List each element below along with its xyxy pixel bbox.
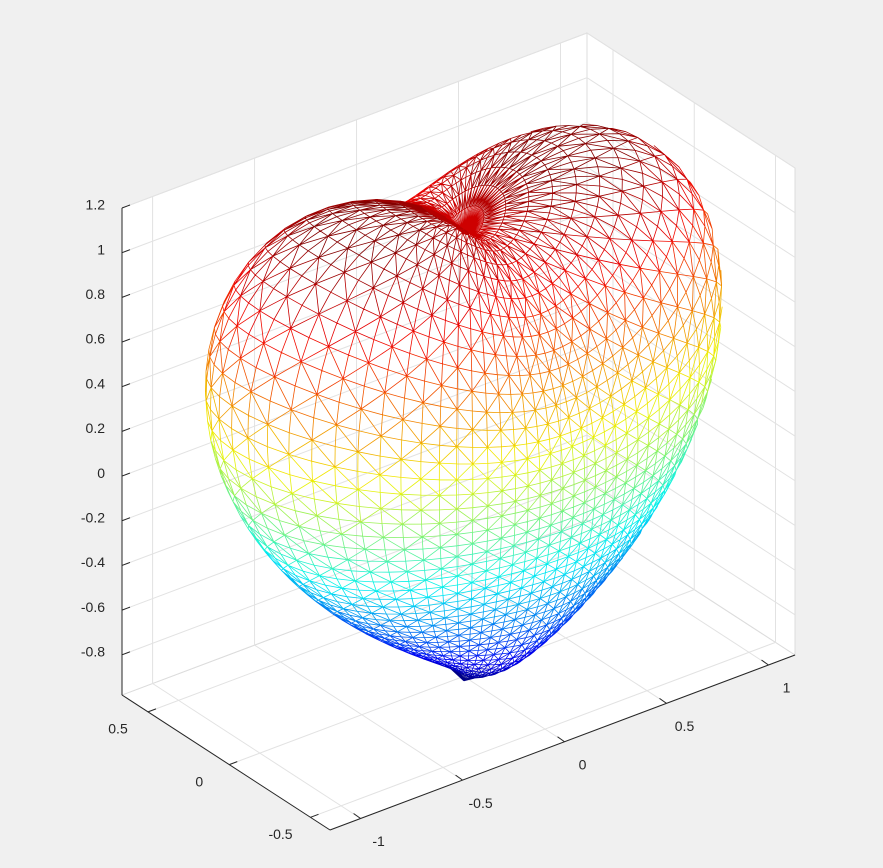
grid-line — [254, 158, 463, 781]
z-tick-label: 1.2 — [86, 197, 106, 213]
z-tick — [121, 651, 131, 656]
mesh-edges — [207, 327, 722, 504]
grid-line — [147, 49, 614, 713]
mesh-edges — [247, 453, 686, 583]
mesh-edges — [215, 378, 713, 535]
mesh-edges — [210, 360, 717, 525]
mesh-edges — [213, 209, 714, 395]
z-tick-label: 0.6 — [86, 331, 106, 347]
z-tick-label: 0.8 — [86, 286, 106, 302]
z-tick-label: 0.2 — [86, 420, 106, 436]
z-tick — [121, 427, 131, 432]
grid-line — [121, 32, 796, 209]
mesh-edges — [219, 195, 706, 380]
z-tick — [121, 606, 131, 611]
mesh-edges — [205, 321, 722, 490]
mesh-edges — [281, 528, 643, 619]
x-tick-label: 1 — [783, 680, 791, 696]
z-tick — [121, 472, 131, 477]
grid-line — [121, 255, 796, 432]
grid-line — [229, 102, 695, 766]
x-tick-label: 0 — [579, 756, 587, 772]
z-tick-label: -0.6 — [81, 599, 105, 615]
heart-mesh — [205, 124, 723, 682]
y-tick-label: -0.5 — [268, 826, 292, 842]
mesh-edges — [298, 543, 634, 627]
y-axis — [121, 694, 331, 831]
mesh-edges — [205, 285, 722, 468]
mesh-edges — [250, 137, 678, 317]
z-tick-label: 1 — [97, 241, 105, 257]
z-tick — [121, 561, 131, 566]
grid-line — [121, 211, 796, 388]
z-tick — [121, 338, 131, 343]
mesh-edges — [232, 423, 698, 562]
z-tick — [121, 293, 131, 298]
mesh-edges — [267, 124, 660, 293]
x-tick — [659, 697, 667, 704]
grid-line — [121, 479, 796, 656]
grid-line — [559, 42, 769, 666]
z-tick-label: 0.4 — [86, 375, 106, 391]
x-tick — [557, 736, 565, 743]
y-tick-label: 0.5 — [108, 721, 128, 737]
z-tick — [121, 249, 131, 254]
mesh-edges — [209, 228, 714, 410]
mesh-edges — [422, 658, 521, 674]
y-tick — [310, 813, 319, 818]
grid-line — [121, 77, 796, 254]
z-tick-label: -0.8 — [81, 643, 105, 659]
z-tick-label: -0.2 — [81, 509, 105, 525]
z-tick — [121, 517, 131, 522]
z-tick — [121, 383, 131, 388]
x-tick-label: 0.5 — [675, 718, 695, 734]
x-tick — [761, 659, 769, 666]
mesh-edges — [205, 306, 723, 478]
mesh-edges — [220, 418, 698, 551]
mesh-edges — [220, 391, 708, 538]
grid-line — [121, 166, 796, 343]
x-tick — [455, 774, 463, 781]
mesh-edges — [324, 575, 608, 641]
mesh-edges — [240, 153, 688, 332]
x-tick-label: -0.5 — [469, 795, 493, 811]
grid-line — [152, 196, 361, 819]
y-tick-label: 0 — [195, 773, 203, 789]
grid-line — [121, 300, 796, 477]
mesh-edges — [210, 341, 719, 511]
x-tick — [353, 813, 361, 819]
x-tick-label: -1 — [372, 833, 385, 849]
grid-line — [121, 389, 796, 566]
mesh-edges — [287, 124, 640, 273]
mesh-edges — [264, 487, 669, 600]
z-tick-label: 0 — [97, 465, 105, 481]
y-tick — [147, 708, 157, 713]
x-axis — [329, 654, 796, 831]
mesh-edges — [239, 438, 692, 573]
mesh-edges — [205, 249, 722, 441]
z-tick-label: -0.4 — [81, 554, 105, 570]
z-tick — [121, 204, 131, 209]
mesh-edges — [208, 244, 720, 426]
mesh-edges — [205, 270, 722, 453]
grid-line — [310, 155, 776, 818]
y-tick — [229, 761, 238, 766]
